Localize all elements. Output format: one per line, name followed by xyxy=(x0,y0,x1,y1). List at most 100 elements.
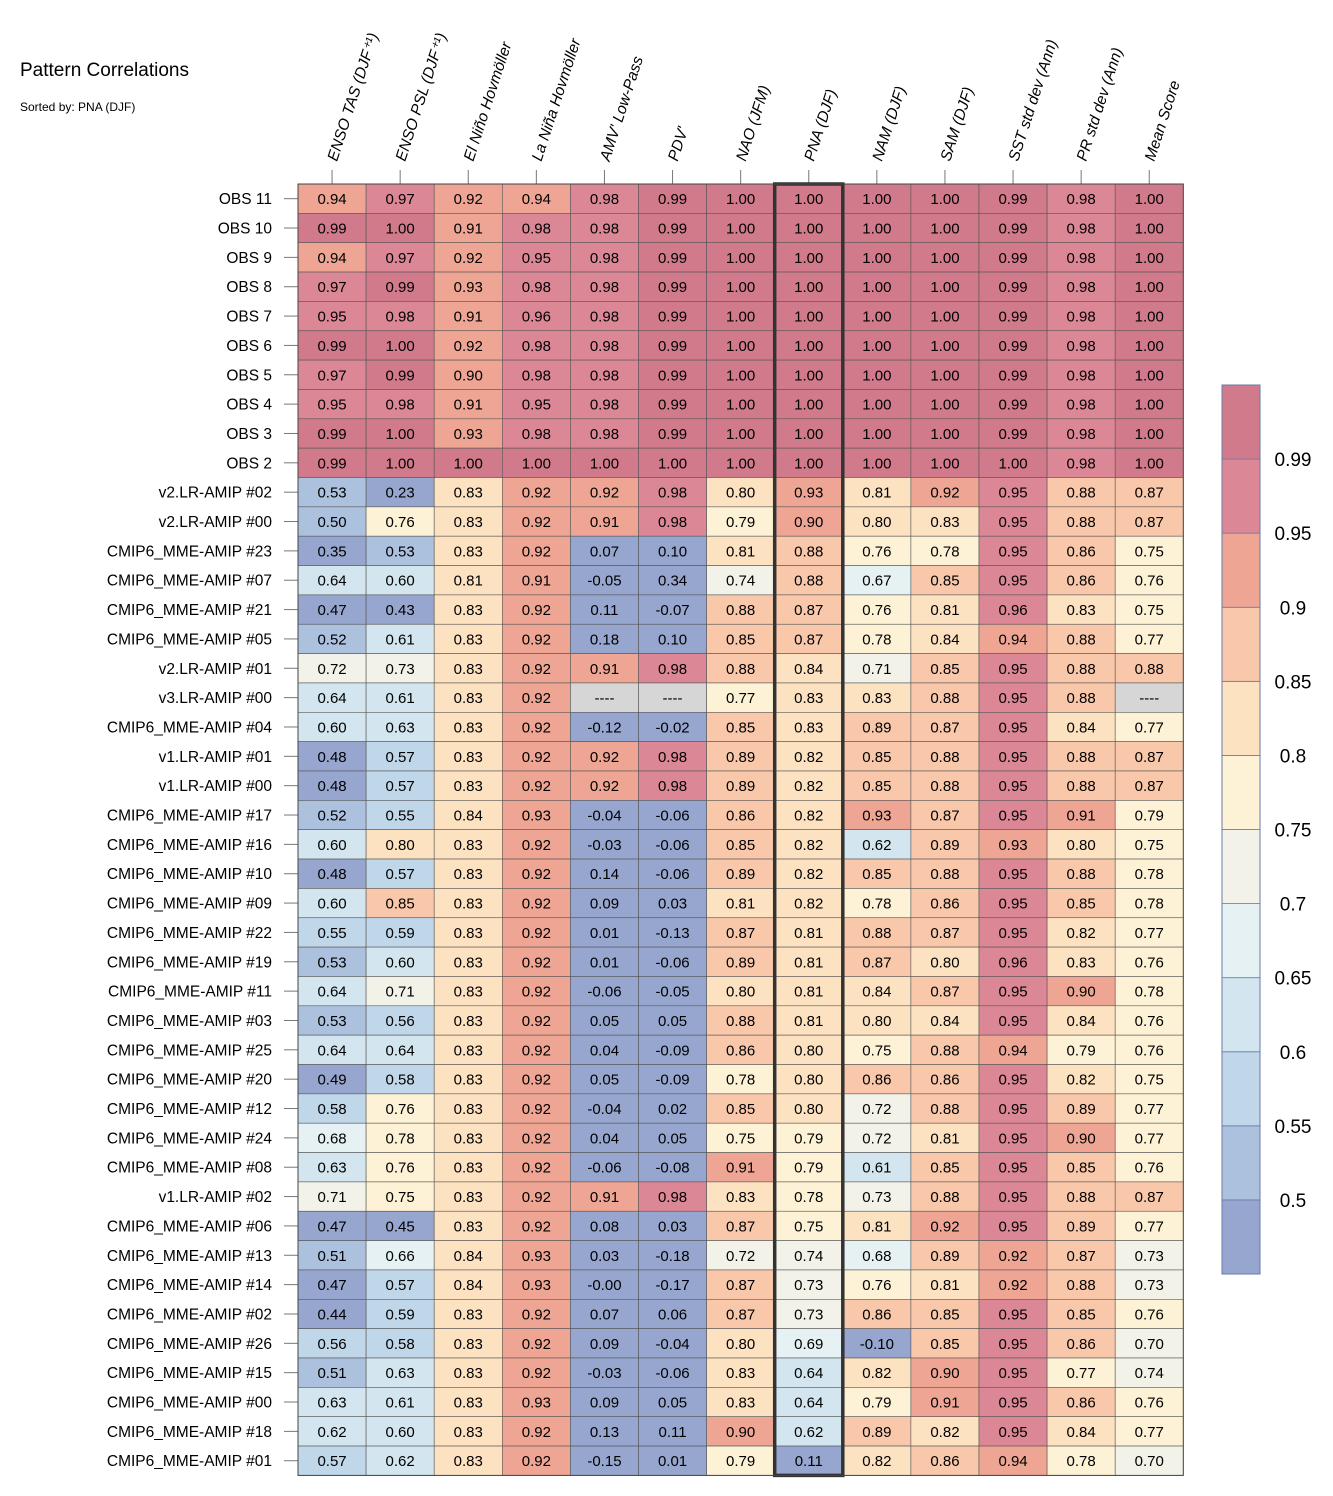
heatmap-cell xyxy=(365,506,435,537)
cell-value-label: 0.78 xyxy=(794,1189,823,1206)
heatmap-cell xyxy=(978,271,1048,302)
cell-value-label: 0.92 xyxy=(522,543,551,560)
heatmap-cell xyxy=(1046,565,1116,596)
cell-value-label: 0.95 xyxy=(998,1424,1027,1441)
cell-value-label: 0.98 xyxy=(1067,191,1096,208)
row-label: CMIP6_MME-AMIP #04 xyxy=(107,719,272,736)
cell-value-label: 0.84 xyxy=(930,631,959,648)
heatmap-cell xyxy=(501,1122,571,1153)
cell-value-label: 0.85 xyxy=(930,661,959,678)
cell-value-label: 0.89 xyxy=(862,1424,891,1441)
heatmap-cell xyxy=(638,1416,707,1447)
cell-value-label: 0.86 xyxy=(1067,543,1096,560)
heatmap-cell xyxy=(978,418,1048,449)
heatmap-cell xyxy=(1046,623,1116,654)
cell-value-label: 0.99 xyxy=(998,221,1027,238)
cell-value-label: 0.75 xyxy=(1135,1072,1164,1089)
row-label: CMIP6_MME-AMIP #05 xyxy=(107,631,272,648)
heatmap-cell xyxy=(297,330,367,361)
cell-value-label: 0.91 xyxy=(454,221,483,238)
cell-value-label: 0.88 xyxy=(1067,690,1096,707)
cell-value-label: 0.88 xyxy=(1067,778,1096,795)
colorbar-segment xyxy=(1221,1199,1261,1275)
cell-value-label: 0.79 xyxy=(726,1453,755,1470)
heatmap-cell xyxy=(1114,711,1184,742)
heatmap-cell xyxy=(774,946,844,977)
heatmap-cell xyxy=(501,1005,571,1036)
heatmap-cell xyxy=(706,447,775,478)
cell-value-label: 0.79 xyxy=(794,1130,823,1147)
heatmap-cell xyxy=(978,711,1048,742)
heatmap-cell xyxy=(1046,447,1116,478)
heatmap-cell xyxy=(1114,1210,1184,1241)
column-label: AMV' Low-Pass xyxy=(597,54,647,164)
heatmap-cell xyxy=(910,976,980,1007)
cell-value-label: 0.80 xyxy=(386,837,415,854)
row-label: CMIP6_MME-AMIP #10 xyxy=(107,866,272,883)
heatmap-cell xyxy=(433,682,503,713)
heatmap-cell xyxy=(706,946,775,977)
cell-value-label: 0.98 xyxy=(1067,221,1096,238)
row-label: CMIP6_MME-AMIP #03 xyxy=(107,1013,272,1030)
cell-value-label: 0.82 xyxy=(1067,1072,1096,1089)
heatmap-cell xyxy=(365,389,435,420)
row-label: CMIP6_MME-AMIP #22 xyxy=(107,925,272,942)
cell-value-label: 0.92 xyxy=(522,749,551,766)
heatmap-cell xyxy=(1114,741,1184,772)
cell-value-label: 0.93 xyxy=(454,279,483,296)
heatmap-cell xyxy=(365,1269,435,1300)
cell-value-label: 0.81 xyxy=(930,1130,959,1147)
heatmap-cell xyxy=(570,917,639,948)
heatmap-cell xyxy=(638,301,707,332)
cell-value-label: 0.87 xyxy=(726,925,755,942)
heatmap-cell xyxy=(1046,829,1116,860)
cell-value-label: 0.95 xyxy=(998,1365,1027,1382)
cell-value-label: 0.98 xyxy=(590,221,619,238)
cell-value-label: 0.95 xyxy=(522,397,551,414)
heatmap-cell xyxy=(842,213,912,244)
cell-value-label: 0.88 xyxy=(1067,1277,1096,1294)
cell-value-label: -0.13 xyxy=(655,925,689,942)
heatmap-cell xyxy=(842,301,912,332)
heatmap-cell xyxy=(1114,1122,1184,1153)
cell-value-label: 1.00 xyxy=(862,455,891,472)
heatmap-cell xyxy=(1046,770,1116,801)
cell-value-label: -0.18 xyxy=(655,1248,689,1265)
cell-value-label: 0.76 xyxy=(862,543,891,560)
cell-value-label: 0.05 xyxy=(658,1013,687,1030)
heatmap-cell xyxy=(501,1064,571,1095)
heatmap-cell xyxy=(501,653,571,684)
cell-value-label: 0.98 xyxy=(1067,455,1096,472)
cell-value-label: 0.73 xyxy=(862,1189,891,1206)
cell-value-label: 1.00 xyxy=(726,279,755,296)
heatmap-cell xyxy=(570,1152,639,1183)
cell-value-label: 0.92 xyxy=(522,896,551,913)
heatmap-cell xyxy=(774,1299,844,1329)
heatmap-cell xyxy=(433,301,503,332)
cell-value-label: 0.92 xyxy=(522,1424,551,1441)
cell-value-label: -0.00 xyxy=(587,1277,621,1294)
heatmap-cell xyxy=(433,917,503,948)
cell-value-label: 0.95 xyxy=(998,749,1027,766)
heatmap-cell xyxy=(978,506,1048,537)
cell-value-label: 0.07 xyxy=(590,1306,619,1323)
heatmap-cell xyxy=(1114,946,1184,977)
cell-value-label: 0.73 xyxy=(386,661,415,678)
heatmap-cell xyxy=(842,359,912,390)
heatmap-cell xyxy=(978,242,1048,273)
cell-value-label: -0.04 xyxy=(587,1101,621,1118)
column-label: SST std dev (Ann) xyxy=(1006,38,1061,164)
cell-value-label: 0.62 xyxy=(386,1453,415,1470)
heatmap-cell xyxy=(433,242,503,273)
cell-value-label: 0.98 xyxy=(386,397,415,414)
heatmap-cell xyxy=(1046,1240,1116,1271)
heatmap-cell xyxy=(501,1210,571,1241)
cell-value-label: 0.87 xyxy=(930,984,959,1001)
heatmap-cell xyxy=(365,418,435,449)
cell-value-label: 0.73 xyxy=(1135,1277,1164,1294)
cell-value-label: 0.93 xyxy=(998,837,1027,854)
cell-value-label: 1.00 xyxy=(1135,397,1164,414)
heatmap-cell xyxy=(638,213,707,244)
cell-value-label: 0.98 xyxy=(658,514,687,531)
cell-value-label: 0.88 xyxy=(930,1101,959,1118)
